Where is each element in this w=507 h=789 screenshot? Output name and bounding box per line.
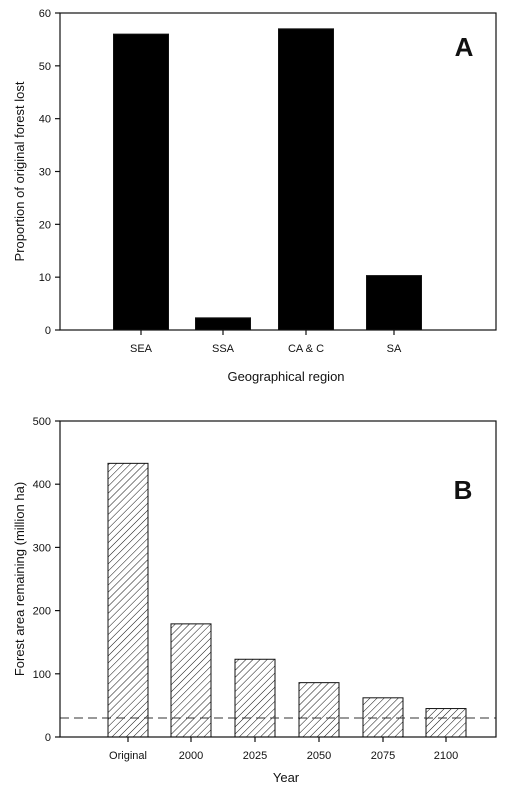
y-axis-title: Forest area remaining (million ha) [12, 482, 27, 676]
panel-label: A [455, 32, 474, 62]
x-axis-title: Year [273, 770, 300, 785]
y-tick-label: 300 [33, 542, 51, 554]
x-tick-label: 2050 [307, 750, 331, 762]
y-axis-title: Proportion of original forest lost [12, 81, 27, 261]
x-tick-label: 2075 [371, 750, 395, 762]
x-tick-label: Original [109, 750, 147, 762]
y-tick-label: 0 [45, 325, 51, 337]
y-tick-label: 10 [39, 272, 51, 284]
x-tick-label: SA [387, 343, 402, 355]
y-tick-label: 0 [45, 732, 51, 744]
bar-sa [366, 275, 422, 331]
bar-2100 [425, 708, 467, 738]
y-tick-label: 100 [33, 669, 51, 681]
x-tick-label: CA & C [288, 343, 324, 355]
panel-b: 0 100 200 300 400 500 Original 2000 2025 2050 2075… [12, 416, 497, 785]
bar-sea [113, 33, 169, 331]
panel-label: B [454, 475, 473, 505]
y-tick-label: 40 [39, 114, 51, 126]
bar-ssa [195, 317, 251, 331]
y-tick-label: 500 [33, 416, 51, 428]
plot-frame [59, 420, 497, 738]
y-tick-label: 20 [39, 219, 51, 231]
bar-2050 [298, 682, 340, 738]
y-tick-label: 200 [33, 606, 51, 618]
bar-2025 [234, 658, 276, 738]
bar-original [107, 462, 149, 738]
x-tick-label: SSA [212, 343, 235, 355]
y-tick-label: 60 [39, 8, 51, 20]
y-tick-label: 400 [33, 479, 51, 491]
bar-ca-c [278, 28, 334, 331]
x-tick-label: 2100 [434, 750, 458, 762]
bar-2075 [362, 697, 404, 738]
x-tick-label: 2025 [243, 750, 267, 762]
x-tick-label: SEA [130, 343, 153, 355]
panel-a: 0 10 20 30 40 50 60 SEA SSA CA & C SA Geographical … [12, 8, 497, 384]
bar-2000 [170, 623, 212, 738]
y-tick-label: 30 [39, 167, 51, 179]
y-tick-label: 50 [39, 61, 51, 73]
x-axis-title: Geographical region [227, 369, 344, 384]
x-tick-label: 2000 [179, 750, 203, 762]
